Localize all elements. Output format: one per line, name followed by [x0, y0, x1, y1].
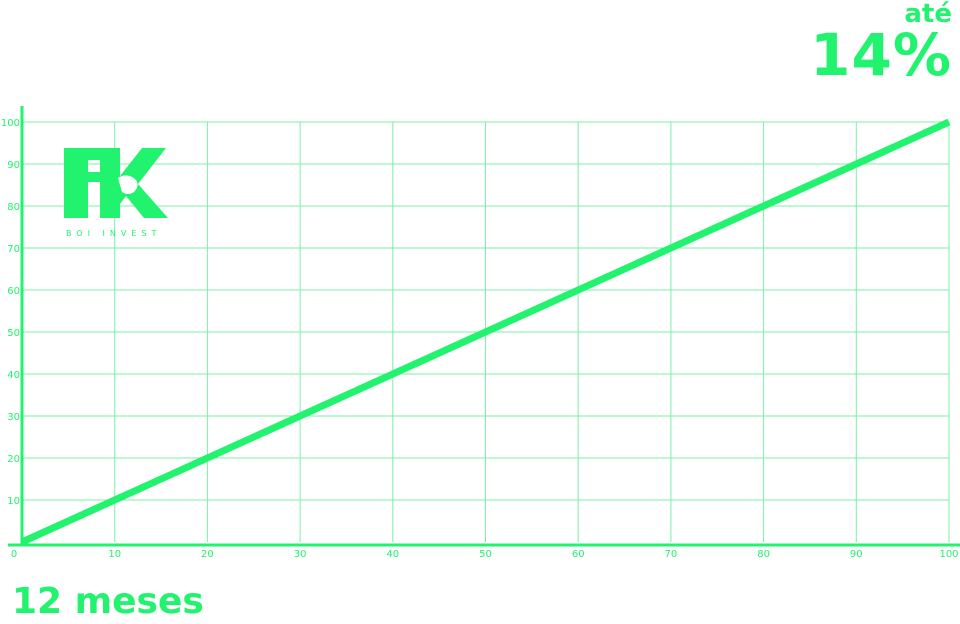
logo-mark-left [64, 148, 112, 218]
chart-series [20, 118, 951, 546]
headline-value: 14% [810, 21, 952, 89]
y-tick-label: 50 [7, 328, 20, 339]
x-tick-label: 100 [939, 549, 958, 560]
y-tick-label: 80 [7, 202, 20, 213]
logo-text: BOI INVEST [66, 229, 161, 238]
headline-pre: até [904, 0, 952, 29]
boi-invest-logo: BOI INVEST [64, 148, 168, 238]
x-tick-label: 0 [11, 549, 17, 560]
y-tick-label: 100 [1, 118, 20, 129]
x-tick-label: 30 [294, 549, 307, 560]
y-tick-label: 60 [7, 286, 20, 297]
chart-grid [22, 121, 950, 542]
series-line [20, 118, 951, 546]
x-tick-label: 60 [572, 549, 585, 560]
logo-bull-icon [118, 175, 138, 194]
x-tick-label: 10 [108, 549, 121, 560]
x-tick-label: 50 [479, 549, 492, 560]
line-chart: 0 10 20 30 40 50 60 70 80 90 100 10 20 30 40 50 60 70 80 90… [1, 106, 960, 560]
x-tick-label: 70 [665, 549, 678, 560]
chart-axes [8, 106, 960, 547]
y-tick-label: 10 [7, 496, 20, 507]
x-tick-label: 90 [850, 549, 863, 560]
x-tick-label: 20 [201, 549, 214, 560]
x-tick-label: 80 [757, 549, 770, 560]
y-tick-label: 40 [7, 370, 20, 381]
y-tick-label: 20 [7, 454, 20, 465]
x-tick-label: 40 [386, 549, 399, 560]
period-label: 12 meses [12, 581, 204, 622]
y-tick-label: 30 [7, 412, 20, 423]
y-tick-label: 90 [7, 160, 20, 171]
y-tick-label: 70 [7, 244, 20, 255]
headline: até 14% [810, 0, 952, 89]
chart-tick-labels: 0 10 20 30 40 50 60 70 80 90 100 10 20 30 40 50 60 70 80 90… [1, 118, 959, 560]
